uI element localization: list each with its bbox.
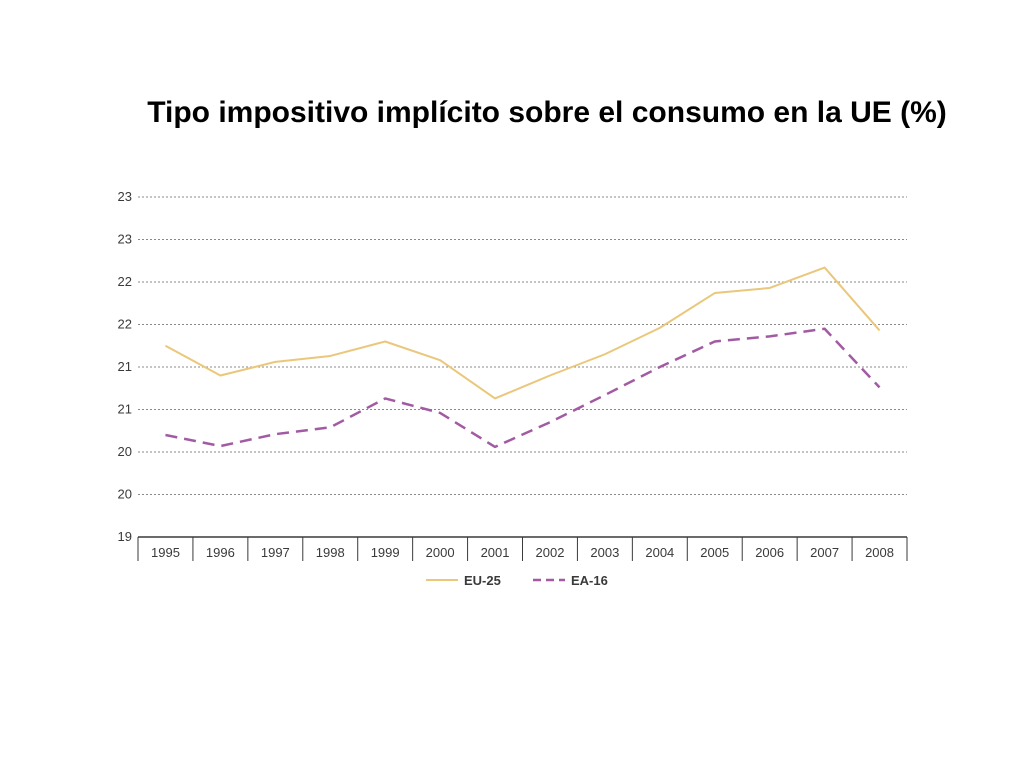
x-tick-label: 2008 [865,545,894,560]
gridlines [138,196,907,495]
x-tick-label: 2002 [536,545,565,560]
legend-label-ea-16: EA-16 [571,573,608,588]
x-tick-label: 1998 [316,545,345,560]
x-tick-label: 1997 [261,545,290,560]
y-tick-label: 20 [118,487,132,502]
x-tick-label: 2006 [755,545,784,560]
y-tick-labels: 19 20 20 21 21 22 22 23 23 [118,189,132,544]
x-tick-label: 2003 [590,545,619,560]
legend-label-eu-25: EU-25 [464,573,501,588]
y-tick-label: 21 [118,359,132,374]
x-tick-label: 1996 [206,545,235,560]
y-tick-label: 23 [118,232,132,247]
y-tick-label: 19 [118,529,132,544]
x-tick-label: 2001 [481,545,510,560]
y-tick-label: 22 [118,317,132,332]
axes [137,536,908,561]
slide-title: Tipo impositivo implícito sobre el consu… [147,96,947,129]
y-tick-label: 21 [118,402,132,417]
legend: EU-25 EA-16 [426,573,608,588]
series-line-eu-25 [164,266,881,400]
x-tick-label: 2007 [810,545,839,560]
x-tick-label: 2000 [426,545,455,560]
series-lines [164,266,881,449]
x-tick-label: 2004 [645,545,674,560]
x-tick-labels: 1995 1996 1997 1998 1999 2000 2001 2002 2003 2004… [151,545,894,560]
y-tick-label: 20 [118,444,132,459]
series-line-ea-16 [165,327,881,449]
x-tick-label: 2005 [700,545,729,560]
y-tick-label: 22 [118,274,132,289]
x-tick-label: 1995 [151,545,180,560]
y-tick-label: 23 [118,189,132,204]
x-tick-label: 1999 [371,545,400,560]
